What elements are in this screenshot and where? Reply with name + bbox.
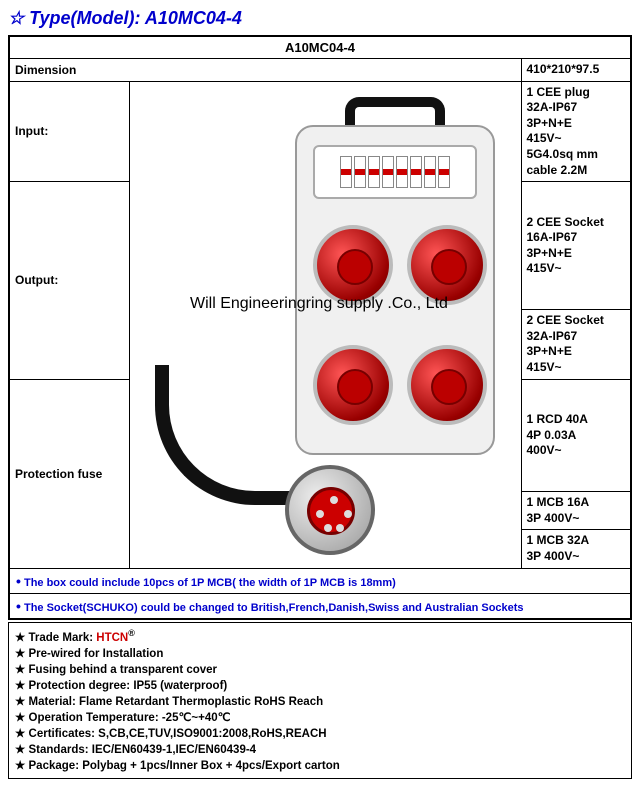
mcb-window bbox=[313, 145, 477, 199]
protection-label: Protection fuse bbox=[9, 379, 129, 568]
spec-table: A10MC04-4 Dimension 410*210*97.5 Input: … bbox=[8, 35, 632, 620]
cable-assembly bbox=[155, 345, 365, 545]
output-spec-2: 2 CEE Socket 32A-IP67 3P+N+E 415V~ bbox=[521, 310, 631, 379]
feature-item: ★ Certificates: S,CB,CE,TUV,ISO9001:2008… bbox=[15, 726, 625, 742]
note-1: • The box could include 10pcs of 1P MCB(… bbox=[9, 568, 631, 593]
type-label: Type(Model): bbox=[29, 8, 140, 28]
protection-spec-3: 1 MCB 32A 3P 400V~ bbox=[521, 530, 631, 568]
watermark-text: Will Engineeringring supply .Co., Ltd bbox=[190, 295, 510, 313]
product-diagram: Will Engineeringring supply .Co., Ltd bbox=[135, 85, 515, 565]
feature-item: ★ Material: Flame Retardant Thermoplasti… bbox=[15, 694, 625, 710]
input-label: Input: bbox=[9, 81, 129, 182]
protection-spec-1: 1 RCD 40A 4P 0.03A 400V~ bbox=[521, 379, 631, 492]
feature-item: ★ Pre-wired for Installation bbox=[15, 646, 625, 662]
socket-icon bbox=[407, 225, 487, 305]
socket-icon bbox=[407, 345, 487, 425]
input-spec: 1 CEE plug 32A-IP67 3P+N+E 415V~ 5G4.0sq… bbox=[521, 81, 631, 182]
socket-icon bbox=[313, 225, 393, 305]
output-spec-1: 2 CEE Socket 16A-IP67 3P+N+E 415V~ bbox=[521, 182, 631, 310]
feature-item: ★ Fusing behind a transparent cover bbox=[15, 662, 625, 678]
note-2: • The Socket(SCHUKO) could be changed to… bbox=[9, 593, 631, 619]
star-icon: ☆ bbox=[8, 8, 24, 28]
output-label: Output: bbox=[9, 182, 129, 380]
feature-trademark: ★ Trade Mark: HTCN® bbox=[15, 627, 625, 646]
dimension-value: 410*210*97.5 bbox=[521, 59, 631, 82]
feature-item: ★ Standards: IEC/EN60439-1,IEC/EN60439-4 bbox=[15, 742, 625, 758]
protection-spec-2: 1 MCB 16A 3P 400V~ bbox=[521, 492, 631, 530]
feature-item: ★ Protection degree: IP55 (waterproof) bbox=[15, 678, 625, 694]
model-number: A10MC04-4 bbox=[145, 8, 242, 28]
feature-item: ★ Operation Temperature: -25℃~+40℃ bbox=[15, 710, 625, 726]
dimension-label: Dimension bbox=[9, 59, 521, 82]
plug-icon bbox=[285, 465, 375, 555]
table-title: A10MC04-4 bbox=[9, 36, 631, 59]
features-list: ★ Trade Mark: HTCN® ★ Pre-wired for Inst… bbox=[8, 622, 632, 780]
product-image-cell: Will Engineeringring supply .Co., Ltd bbox=[129, 81, 521, 568]
feature-item: ★ Package: Polybag + 1pcs/Inner Box + 4p… bbox=[15, 758, 625, 774]
page-header: ☆ Type(Model): A10MC04-4 bbox=[8, 8, 632, 29]
handle-icon bbox=[345, 97, 445, 125]
